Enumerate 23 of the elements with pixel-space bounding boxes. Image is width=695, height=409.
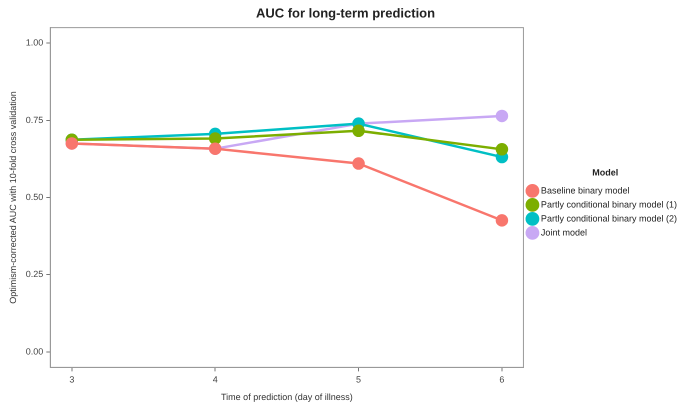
x-tick-label: 4 (212, 374, 218, 384)
legend-label: Partly conditional binary model (1) (540, 199, 678, 210)
point (496, 110, 508, 122)
legend-label: Partly conditional binary model (2) (540, 213, 678, 224)
point (352, 157, 365, 170)
x-tick-label: 3 (69, 374, 74, 384)
y-tick-label: 1.00 (26, 38, 44, 48)
point (496, 214, 508, 227)
legend-title: Model (592, 168, 618, 178)
y-tick-label: 0.25 (26, 269, 44, 280)
point (496, 143, 508, 156)
x-tick-label: 5 (356, 374, 362, 384)
x-tick-label: 6 (499, 374, 504, 384)
y-axis-title: Optimism-corrected AUC with 10-fold cross validation (8, 91, 18, 304)
point (352, 124, 365, 138)
y-tick-label: 0.50 (26, 192, 44, 202)
point (208, 132, 222, 145)
x-axis-title: Time of prediction (day of illness) (221, 392, 353, 402)
chart-title: AUC for long-term prediction (256, 5, 436, 20)
y-tick-label: 0.75 (26, 114, 44, 125)
y-tick-label: 0.00 (26, 346, 44, 356)
legend-label: Baseline binary model (540, 185, 630, 196)
legend-label: Joint model (540, 227, 587, 238)
